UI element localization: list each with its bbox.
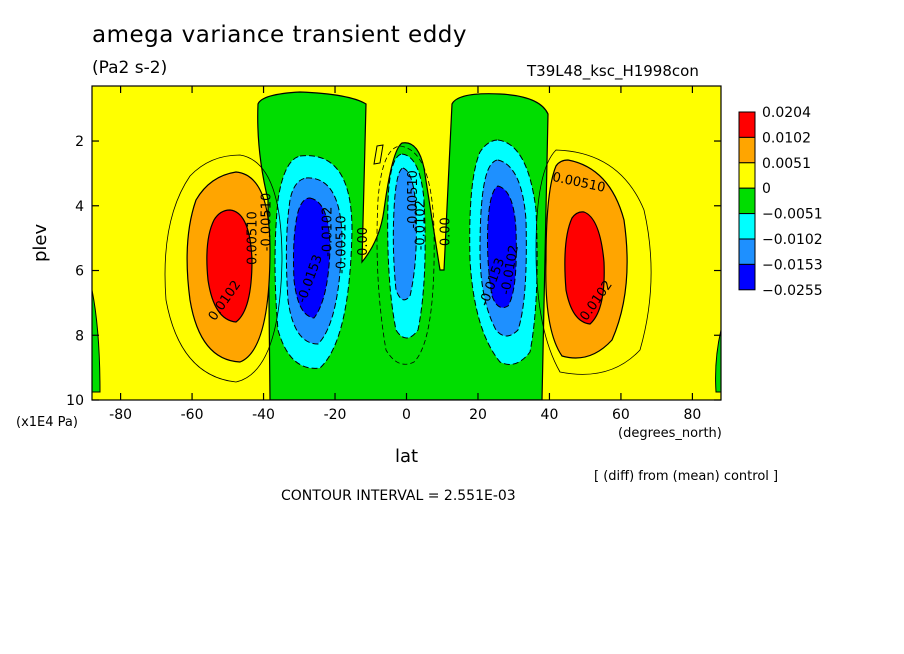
colorbar-label: −0.0102: [762, 232, 823, 248]
colorbar-label: 0.0204: [762, 105, 811, 121]
run-id: T39L48_ksc_H1998con: [527, 62, 699, 80]
contour-label: 0.00: [356, 227, 371, 256]
colorbar-label: −0.0153: [762, 257, 823, 273]
colorbar-label: −0.0255: [762, 283, 823, 299]
colorbar-swatch: [738, 136, 756, 164]
colorbar-swatch: [738, 111, 756, 138]
contour-label: -0.00510: [406, 170, 421, 228]
red-lobe-left: [206, 209, 253, 323]
contour-label: -0.00510: [335, 215, 350, 273]
chart-title: amega variance transient eddy: [92, 22, 468, 48]
colorbar-swatch: [738, 162, 756, 189]
y-tick-label: 10: [66, 393, 84, 409]
x-axis-label: lat: [395, 446, 419, 467]
x-tick-label: 60: [612, 407, 630, 423]
colorbar-swatch: [738, 238, 756, 265]
contour-label: -0.0102: [413, 200, 428, 250]
green-sliver: [373, 144, 384, 165]
colorbar-label: 0: [762, 181, 771, 197]
diff-note: [ (diff) from (mean) control ]: [594, 469, 779, 484]
x-tick-label: -60: [181, 407, 204, 423]
contour-label: 0.00: [438, 217, 453, 246]
y-axis-ticks: 2 4 6 8 10: [66, 134, 721, 409]
y-axis-units: (x1E4 Pa): [16, 415, 78, 430]
x-axis-ticks: -80 -60 -40 -20 0 20 40 60 80: [109, 86, 701, 423]
thin-contour-right: [535, 149, 652, 375]
colorbar: 0.0204 0.0102 0.0051 0 −0.0051 −0.0102 −0.0153…: [738, 105, 823, 299]
green-edge-right: [715, 329, 721, 393]
plot-area: [92, 86, 721, 400]
contour-interval: CONTOUR INTERVAL = 2.551E-03: [281, 488, 516, 504]
blue-core-center: [392, 167, 417, 301]
colorbar-label: 0.0051: [762, 156, 811, 172]
x-tick-label: 40: [541, 407, 559, 423]
y-tick-label: 2: [75, 134, 84, 150]
x-tick-label: -40: [252, 407, 275, 423]
contour-label: 0.00510: [245, 211, 260, 265]
chart-units: (Pa2 s-2): [92, 58, 168, 78]
dashed-contour-center: [376, 145, 435, 365]
contour-label: -0.00510: [260, 193, 275, 251]
colorbar-label: 0.0102: [762, 130, 811, 146]
colorbar-swatch: [738, 213, 756, 240]
y-tick-label: 6: [75, 264, 84, 280]
x-tick-label: -20: [324, 407, 347, 423]
blue-core-left: [293, 197, 331, 319]
green-edge-left: [92, 289, 101, 393]
x-tick-label: 20: [469, 407, 487, 423]
blue-core-right: [487, 185, 517, 309]
thin-contour-left: [164, 154, 283, 383]
red-lobe-right: [564, 211, 605, 325]
y-tick-label: 8: [75, 328, 84, 344]
contour-label: -0.0102: [320, 207, 335, 257]
colorbar-swatch: [738, 187, 756, 215]
x-tick-label: -80: [109, 407, 132, 423]
x-tick-label: 80: [683, 407, 701, 423]
y-tick-label: 4: [75, 199, 84, 215]
x-axis-units: (degrees_north): [618, 426, 722, 441]
colorbar-swatch: [738, 263, 756, 291]
x-tick-label: 0: [402, 407, 411, 423]
colorbar-label: −0.0051: [762, 207, 823, 223]
